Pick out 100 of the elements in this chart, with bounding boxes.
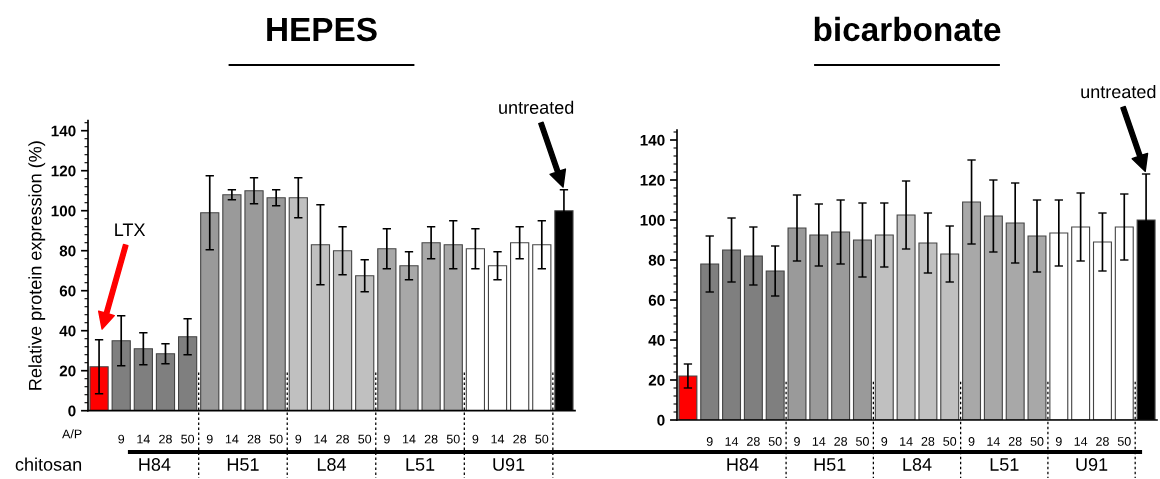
bar <box>874 234 894 420</box>
text: chitosan <box>15 457 82 471</box>
x-tick-label: 9 <box>794 437 800 446</box>
text: U91 <box>1076 458 1108 471</box>
bar <box>765 270 785 420</box>
y-tick-label: 120 <box>640 174 665 186</box>
x-tick-label: 50 <box>269 434 283 444</box>
bar <box>421 242 441 411</box>
x-tick-label: 9 <box>206 434 213 444</box>
bar <box>310 244 331 411</box>
text: L51 <box>406 458 435 471</box>
y-tick-label: 0 <box>68 405 76 417</box>
x-tick-label: 50 <box>358 434 372 444</box>
bar <box>1005 222 1025 420</box>
text: H84 <box>139 458 171 471</box>
x-tick-label: 28 <box>247 434 261 444</box>
y-tick-label: 20 <box>59 365 76 377</box>
x-tick-label: 14 <box>491 434 505 444</box>
x-tick-label: 14 <box>900 437 913 446</box>
bar <box>266 197 286 411</box>
x-tick-label: 28 <box>1008 437 1022 446</box>
text: U91 <box>493 458 525 471</box>
chart-title: HEPES <box>267 17 377 42</box>
text: H51 <box>227 458 259 471</box>
bar <box>852 239 872 420</box>
bar <box>89 366 109 411</box>
bar <box>487 265 508 411</box>
bar <box>465 248 486 411</box>
y-tick-label: 100 <box>640 214 665 226</box>
x-tick-label: 28 <box>747 437 760 446</box>
bar <box>831 231 851 420</box>
x-tick-label: 50 <box>535 434 549 444</box>
text: A/P <box>62 429 82 439</box>
y-tick-label: 140 <box>51 125 76 137</box>
text: untreated <box>499 100 574 114</box>
annotation: LTX <box>115 223 146 236</box>
x-tick-label: 14 <box>402 434 416 444</box>
y-axis-title: Relative protein expression (%) <box>28 141 46 390</box>
bar <box>722 249 742 420</box>
x-tick-label: 14 <box>225 434 239 444</box>
x-tick-label: 14 <box>812 437 826 446</box>
bar <box>532 244 552 411</box>
y-tick-label: 80 <box>648 254 665 266</box>
x-tick-label: 50 <box>768 437 782 446</box>
x-tick-label: 9 <box>472 434 479 444</box>
bar <box>1049 232 1069 420</box>
bar <box>332 250 353 411</box>
chart-title: bicarbonate <box>814 16 1001 42</box>
x-tick-label: 50 <box>856 437 869 446</box>
x-tick-label: 9 <box>881 437 888 446</box>
bar <box>700 263 720 420</box>
bar <box>1027 235 1047 420</box>
bar <box>133 348 153 411</box>
bar <box>1114 226 1134 420</box>
bar <box>809 234 829 420</box>
bar <box>962 201 982 420</box>
x-tick-label: 50 <box>181 434 195 444</box>
bar <box>1092 241 1112 420</box>
x-tick-label: 14 <box>725 437 739 446</box>
x-tick-label: 14 <box>1074 437 1088 446</box>
x-tick-label: 50 <box>446 434 460 444</box>
y-tick-label: 140 <box>640 134 665 146</box>
text: untreated <box>1081 84 1156 99</box>
bar <box>787 227 807 420</box>
x-tick-label: 28 <box>336 434 349 444</box>
bar <box>222 194 242 411</box>
bar <box>983 215 1003 420</box>
x-tick-label: 50 <box>1117 437 1131 446</box>
y-tick-label: 100 <box>51 205 76 217</box>
bar <box>177 336 198 411</box>
bar <box>896 214 916 420</box>
text: L84 <box>317 458 347 471</box>
y-tick-label: 80 <box>59 245 76 257</box>
x-tick-label: 28 <box>159 434 172 444</box>
text: H84 <box>727 458 759 471</box>
bar <box>678 375 698 420</box>
x-tick-label: 14 <box>137 434 150 444</box>
x-tick-label: 9 <box>968 437 975 446</box>
bar <box>918 242 938 420</box>
bar <box>155 353 176 411</box>
text: L51 <box>990 458 1019 471</box>
y-tick-label: 20 <box>648 374 665 386</box>
bar <box>244 190 264 411</box>
bar <box>940 253 960 420</box>
text: H51 <box>814 458 846 471</box>
y-tick-label: 40 <box>648 334 665 346</box>
x-tick-label: 9 <box>118 434 125 444</box>
text: L84 <box>903 458 932 471</box>
x-tick-label: 9 <box>706 437 713 446</box>
bar <box>200 212 220 411</box>
x-tick-label: 28 <box>513 434 527 444</box>
x-tick-label: 28 <box>1096 437 1109 446</box>
x-tick-label: 9 <box>1055 437 1062 446</box>
x-tick-label: 28 <box>921 437 935 446</box>
x-tick-label: 50 <box>1030 437 1044 446</box>
x-tick-label: 28 <box>424 434 438 444</box>
y-tick-label: 0 <box>657 414 665 426</box>
x-tick-label: 14 <box>987 437 1000 446</box>
x-tick-label: 9 <box>295 434 302 444</box>
y-tick-label: 60 <box>59 285 76 297</box>
